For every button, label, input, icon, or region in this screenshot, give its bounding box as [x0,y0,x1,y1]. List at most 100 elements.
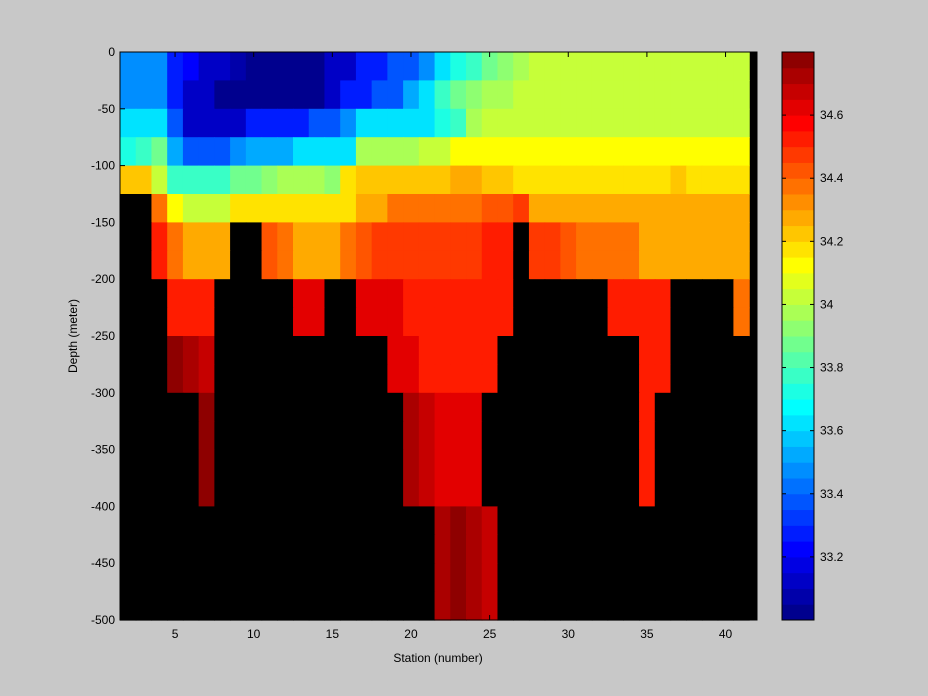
heatmap-cell [466,165,483,195]
heatmap-cell [293,307,310,337]
colorbar-step [782,130,814,148]
heatmap-cell [466,336,483,365]
heatmap-cell [371,591,388,621]
heatmap-cell [182,80,200,110]
heatmap-cell [230,307,247,337]
heatmap-cell [418,563,436,593]
heatmap-cell [182,449,200,479]
heatmap-cell [245,222,263,252]
heatmap-cell [245,52,263,81]
heatmap-cell [701,336,719,365]
heatmap-cell [466,364,483,394]
heatmap-cell [403,137,420,167]
heatmap-cell [245,364,263,394]
heatmap-cell [544,250,561,280]
heatmap-cell [639,591,656,621]
heatmap-cell [371,194,388,223]
heatmap-cell [230,506,247,536]
heatmap-cell [717,591,735,621]
heatmap-cell [135,194,153,223]
heatmap-cell [387,336,404,365]
heatmap-cell [403,194,420,223]
heatmap-cell [466,194,483,223]
heatmap-cell [528,478,546,507]
heatmap-cell [120,563,137,593]
heatmap-cell [418,478,436,507]
heatmap-cell [277,563,294,593]
heatmap-cell [182,534,200,564]
heatmap-cell [450,364,467,394]
heatmap-cell [639,279,656,309]
heatmap-cell [481,165,499,195]
heatmap-cell [544,52,561,81]
heatmap-cell [277,336,294,365]
heatmap-cell [198,421,215,451]
heatmap-cell [686,222,703,252]
heatmap-cell [701,506,719,536]
heatmap-cell [654,194,672,223]
heatmap-cell [654,506,672,536]
heatmap-cell [167,534,184,564]
heatmap-cell [639,222,656,252]
heatmap-cell [481,563,499,593]
heatmap-cell [293,392,310,422]
heatmap-cell [198,279,215,309]
heatmap-cell [403,392,420,422]
heatmap-cell [560,52,577,81]
heatmap-cell [717,506,735,536]
heatmap-cell [513,222,530,252]
colorbar-step [782,525,814,542]
heatmap-cell [340,108,357,138]
colorbar-tick-label: 33.4 [820,487,844,501]
heatmap-cell [230,534,247,564]
heatmap-cell [135,279,153,309]
heatmap-cell [639,165,656,195]
heatmap-cell [324,250,341,280]
heatmap-cell [198,478,215,507]
heatmap-cell [560,421,577,451]
heatmap-cell [607,364,624,394]
heatmap-cell [214,137,231,167]
heatmap-cell [686,421,703,451]
heatmap-cell [623,392,640,422]
heatmap-cell [277,137,294,167]
heatmap-cell [607,534,624,564]
colorbar-step [782,99,814,116]
heatmap-cell [466,478,483,507]
heatmap-cell [497,279,514,309]
heatmap-cell [686,80,703,110]
heatmap-cell [324,165,341,195]
heatmap-cell [670,478,687,507]
heatmap-cell [293,137,310,167]
heatmap-cell [308,194,326,223]
heatmap-cell [591,52,609,81]
heatmap-cell [340,421,357,451]
heatmap-cell [450,80,467,110]
heatmap-cell [230,478,247,507]
heatmap-cell [670,563,687,593]
heatmap-cell [277,421,294,451]
heatmap-cell [120,194,137,223]
heatmap-cell [324,336,341,365]
heatmap-cell [387,137,404,167]
heatmap-cell [308,534,326,564]
heatmap-cell [513,194,530,223]
heatmap-cell [544,478,561,507]
plot-area [119,51,758,621]
heatmap-cell [418,336,436,365]
heatmap-cell [198,392,215,422]
heatmap-cell [544,392,561,422]
heatmap-cell [607,336,624,365]
heatmap-cell [670,364,687,394]
heatmap-cell [340,591,357,621]
heatmap-cell [167,506,184,536]
colorbar-ticks: 33.2 33.4 33.6 33.8 34 34.2 34.4 34.6 [782,108,844,564]
heatmap-cell [497,421,514,451]
heatmap-cell [450,250,467,280]
heatmap-cell [591,506,609,536]
heatmap-cell [230,421,247,451]
heatmap-cell [497,449,514,479]
heatmap-cell [355,165,373,195]
heatmap-cell [230,52,247,81]
heatmap-cell [308,563,326,593]
